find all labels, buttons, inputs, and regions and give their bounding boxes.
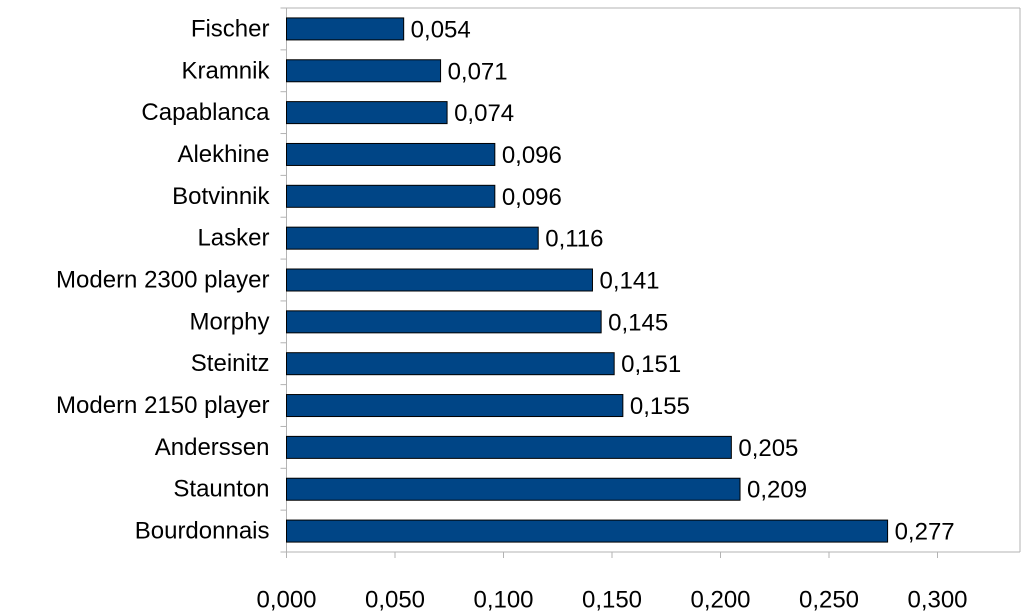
category-label: Fischer [191,15,270,42]
bar [286,101,448,125]
x-tick-label: 0,150 [582,587,642,614]
category-label: Lasker [197,225,269,252]
category-labels: Fischer Kramnik Capablanca Alekhine Botvinni… [56,15,270,544]
data-label: 0,074 [454,100,514,127]
bar [286,226,539,250]
bar [286,17,405,41]
category-label: Anderssen [155,434,270,461]
bar [286,477,741,501]
category-label: Morphy [189,308,269,335]
bar [286,394,624,418]
x-tick-label: 0,000 [256,587,316,614]
data-label: 0,054 [411,16,471,43]
x-tick-label: 0,050 [365,587,425,614]
data-label: 0,071 [448,58,508,85]
bar [286,519,889,543]
x-axis: 0,000 0,050 0,100 0,150 0,200 0,250 0,300 [256,552,968,614]
category-label: Kramnik [181,57,270,84]
category-label: Alekhine [177,141,269,168]
bar [286,352,615,376]
data-label: 0,277 [895,519,955,546]
category-label: Modern 2300 player [56,267,269,294]
bar [286,310,602,334]
category-label: Capablanca [141,99,270,126]
data-label: 0,141 [599,268,659,295]
data-label: 0,116 [545,226,603,253]
data-label: 0,151 [621,351,681,378]
data-labels: 0,054 0,071 0,074 0,096 0,096 0,116 0,141 0,145… [411,16,955,545]
x-tick-label: 0,200 [690,587,750,614]
data-label: 0,096 [502,184,562,211]
category-label: Botvinnik [172,183,270,210]
bar [286,59,442,83]
category-label: Bourdonnais [135,518,270,545]
category-label: Staunton [173,476,269,503]
data-label: 0,209 [747,477,807,504]
bar [286,142,496,166]
data-label: 0,096 [502,142,562,169]
data-label: 0,145 [608,309,668,336]
x-tick-label: 0,100 [473,587,533,614]
data-label: 0,205 [738,435,798,462]
bar [286,268,593,292]
category-label: Steinitz [191,350,270,377]
x-tick-label: 0,250 [799,587,859,614]
x-tick-label: 0,300 [907,587,967,614]
category-label: Modern 2150 player [56,392,269,419]
bar [286,184,496,208]
data-label: 0,155 [630,393,690,420]
bar [286,435,732,459]
bars-group [286,17,889,543]
